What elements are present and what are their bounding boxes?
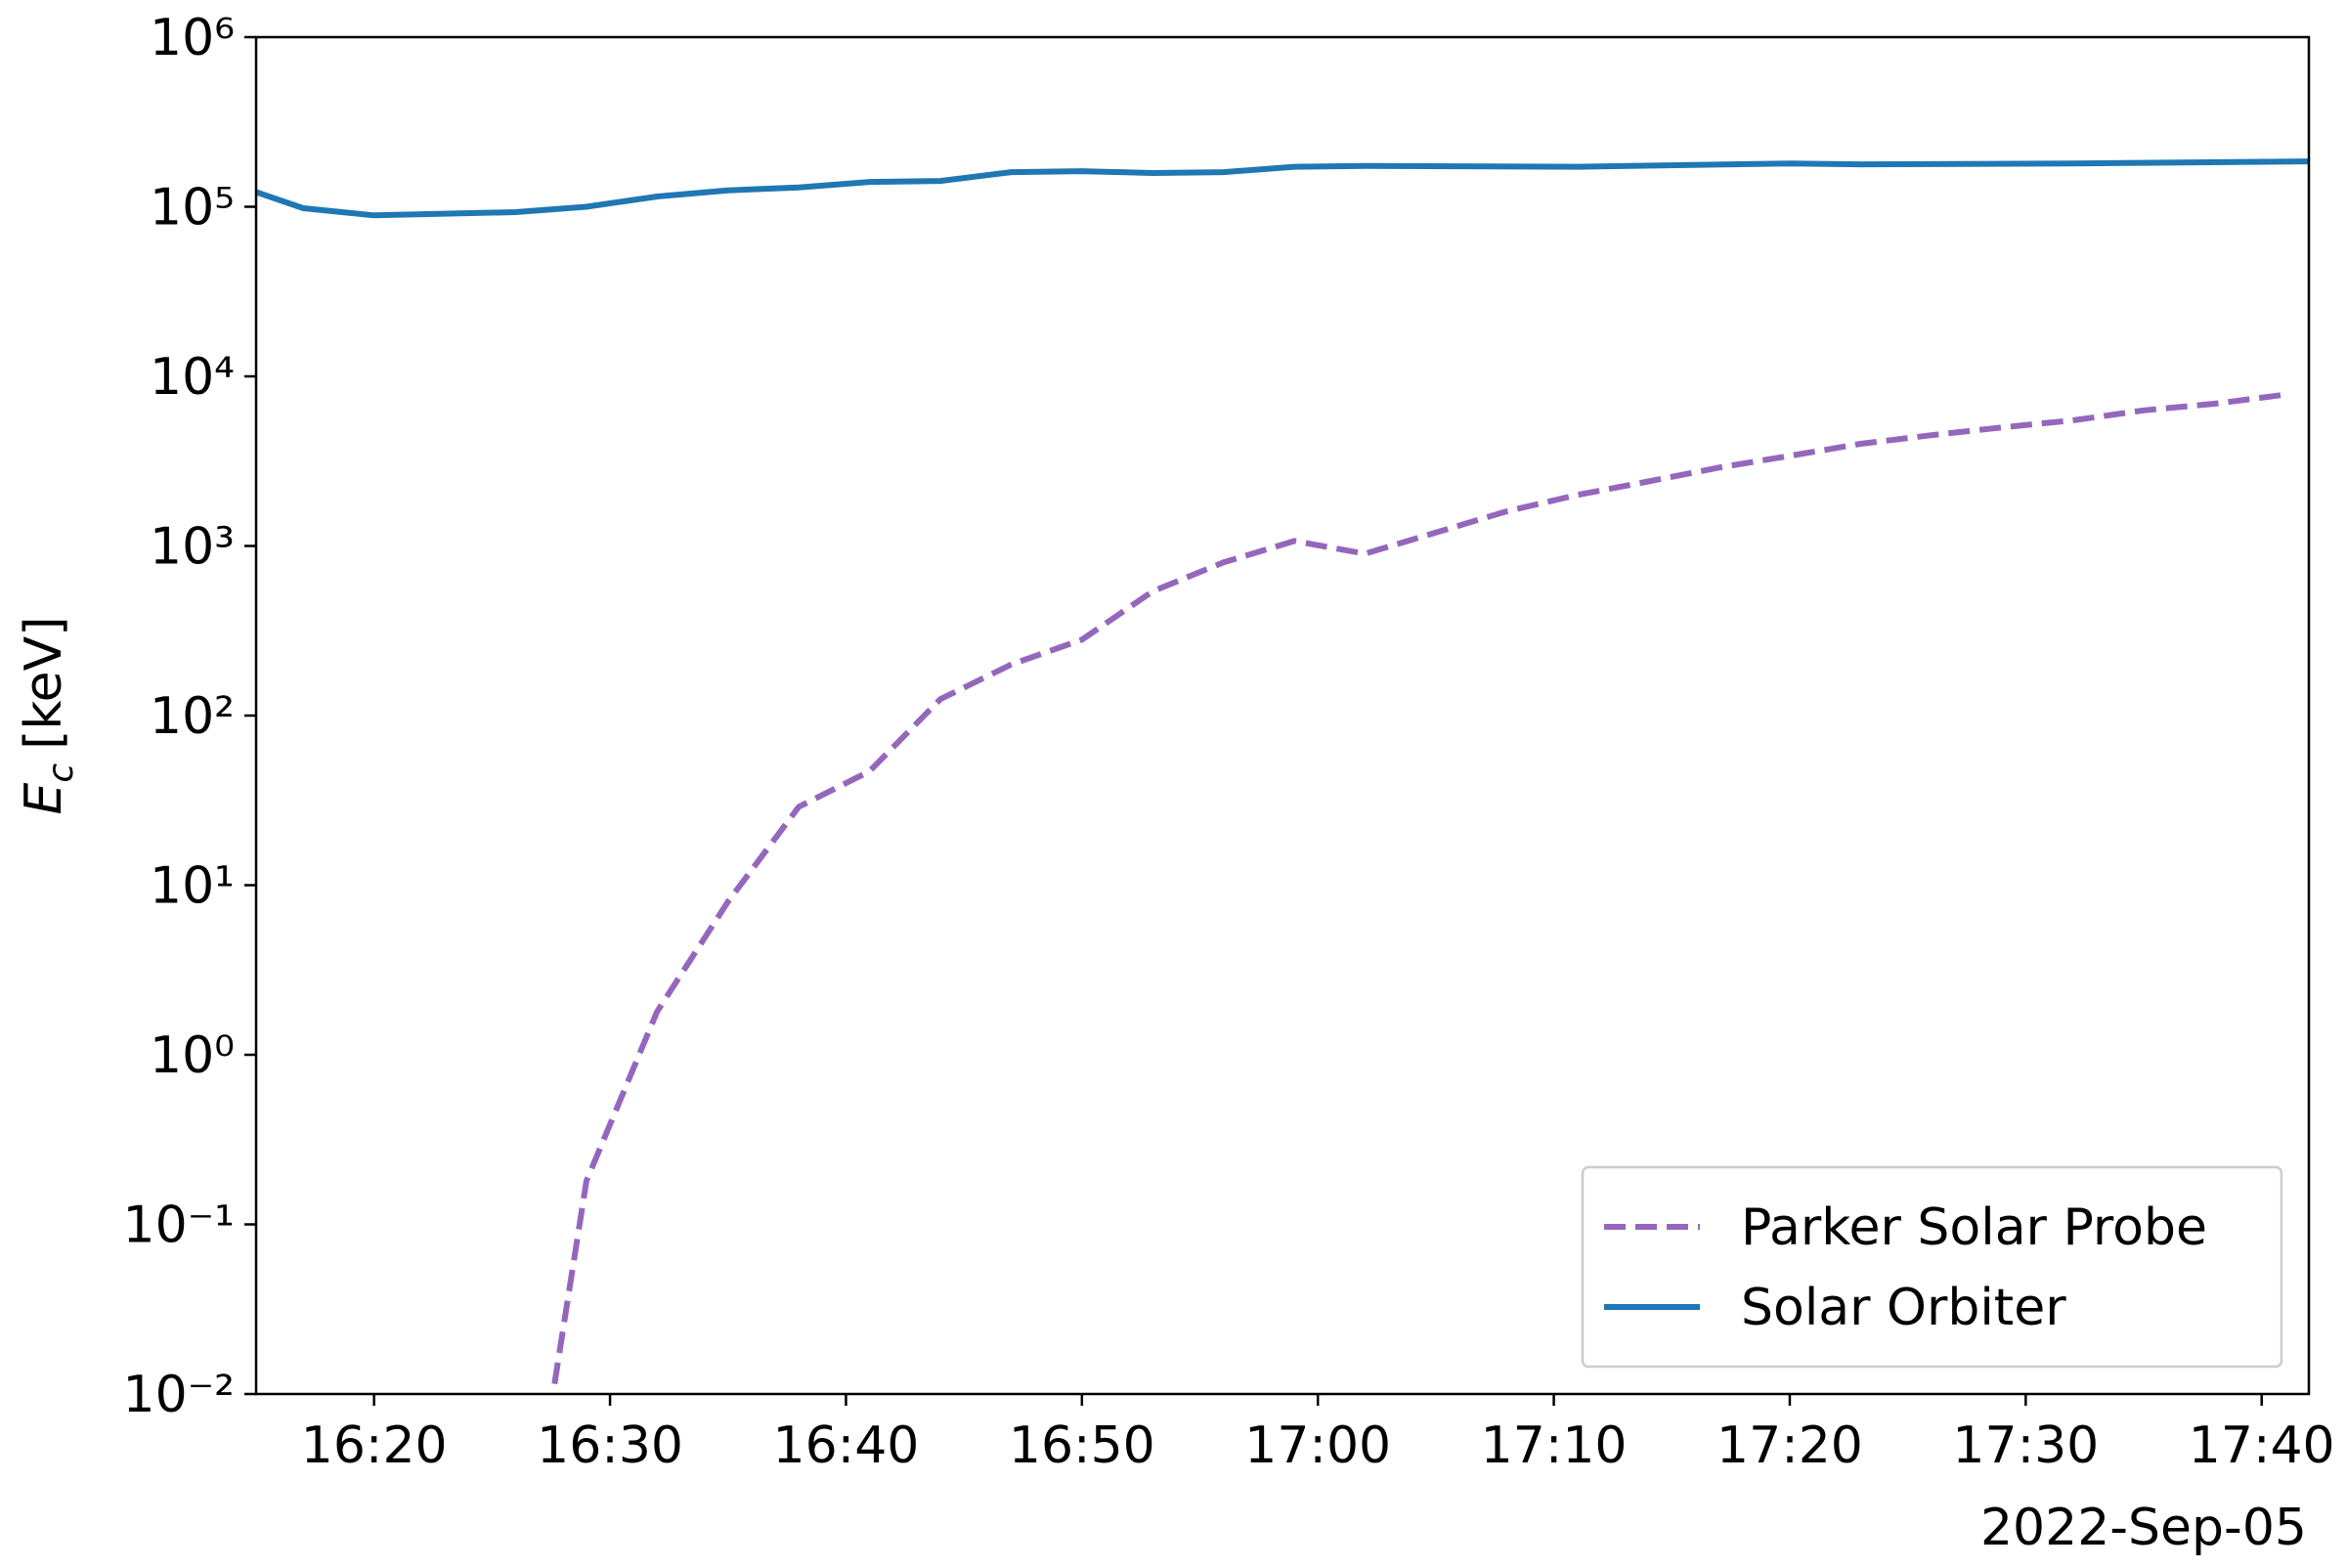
x-tick-label: 16:20 <box>301 1416 448 1475</box>
y-tick-label: 10⁻² <box>123 1366 235 1424</box>
x-tick-label: 17:40 <box>2189 1416 2335 1475</box>
y-tick-label: 10³ <box>150 518 235 577</box>
legend-label: Parker Solar Probe <box>1741 1198 2207 1257</box>
y-tick-label: 10⁶ <box>150 9 235 67</box>
y-tick-label: 10⁻¹ <box>123 1197 235 1255</box>
x-offset-label: 2022-Sep-05 <box>1980 1499 2307 1557</box>
x-tick-label: 17:20 <box>1716 1416 1863 1475</box>
y-tick-label: 10⁴ <box>150 348 235 407</box>
x-tick-label: 17:30 <box>1952 1416 2099 1475</box>
legend-box <box>1581 1165 2283 1369</box>
y-tick-label: 10² <box>150 687 235 746</box>
y-tick-label: 10⁵ <box>150 179 235 238</box>
x-tick-label: 16:50 <box>1009 1416 1155 1475</box>
y-label-symbol: E <box>15 783 73 815</box>
y-label-subscript: c <box>41 763 81 783</box>
x-tick-label: 17:10 <box>1481 1416 1628 1475</box>
y-label-unit: [keV] <box>15 616 73 749</box>
y-tick-label: 10¹ <box>150 857 235 916</box>
x-tick-label: 17:00 <box>1244 1416 1391 1475</box>
y-tick-label: 10⁰ <box>150 1026 235 1085</box>
plot-frame <box>254 35 2311 1396</box>
legend-label: Solar Orbiter <box>1741 1279 2066 1337</box>
x-tick-label: 16:30 <box>537 1416 683 1475</box>
series-line <box>256 158 2309 219</box>
series-line <box>549 391 2286 1394</box>
y-axis-label: Ec [keV] <box>15 616 81 814</box>
x-tick-label: 16:40 <box>773 1416 920 1475</box>
